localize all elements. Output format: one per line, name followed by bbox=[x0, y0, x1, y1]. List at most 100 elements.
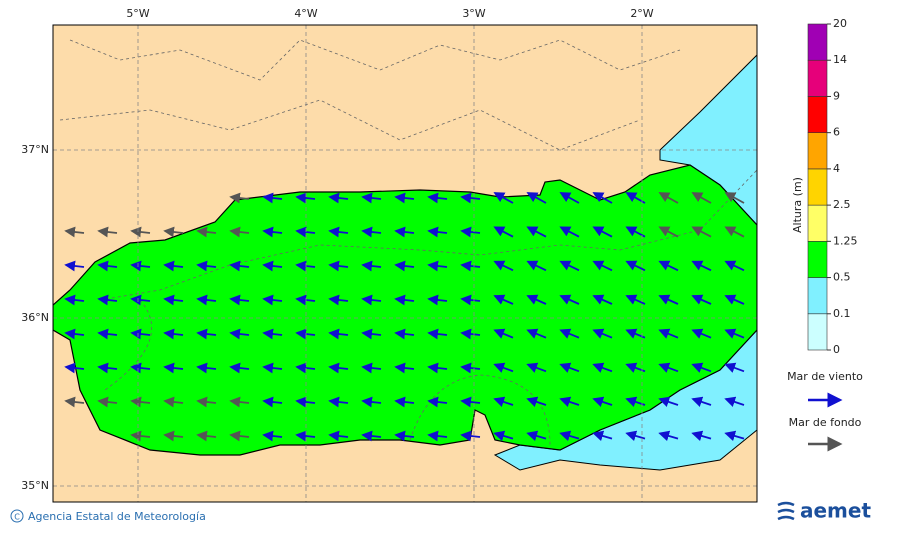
legend-label: Mar de viento bbox=[787, 370, 863, 383]
wave-arrow bbox=[262, 226, 283, 238]
wave-arrow bbox=[130, 396, 151, 408]
axis-labels: 5°W 4°W 3°W 2°W 37°N 36°N 35°N bbox=[21, 7, 654, 492]
wave-arrow bbox=[394, 328, 415, 340]
copyright-icon bbox=[10, 509, 24, 523]
wave-arrow bbox=[460, 396, 481, 408]
wave-arrow bbox=[724, 260, 745, 272]
wave-arrow bbox=[559, 430, 580, 442]
lat-label: 35°N bbox=[21, 479, 49, 492]
wave-arrow bbox=[460, 362, 481, 374]
lat-label: 36°N bbox=[21, 311, 49, 324]
wave-arrow bbox=[394, 226, 415, 238]
wave-arrow bbox=[64, 362, 85, 374]
lon-label: 2°W bbox=[630, 7, 653, 20]
wave-arrow bbox=[691, 260, 712, 272]
wave-arrow bbox=[592, 430, 613, 442]
wave-arrow bbox=[493, 192, 514, 204]
wave-arrow bbox=[262, 294, 283, 306]
wave-arrow bbox=[196, 294, 217, 306]
wave-arrow bbox=[658, 226, 679, 238]
wave-arrow bbox=[427, 430, 448, 442]
logo-icon bbox=[777, 501, 795, 521]
wave-arrow bbox=[493, 430, 514, 442]
wave-arrow bbox=[592, 192, 613, 204]
wave-arrow bbox=[724, 362, 745, 373]
wave-arrow bbox=[295, 396, 316, 408]
legend-label: Mar de fondo bbox=[789, 416, 862, 429]
wave-arrow bbox=[394, 430, 415, 442]
wave-arrow bbox=[559, 260, 580, 272]
wave-arrow bbox=[328, 192, 349, 204]
colorbar-segment bbox=[807, 23, 828, 61]
wave-arrow bbox=[229, 430, 250, 442]
wave-arrow bbox=[328, 294, 349, 306]
wave-arrow bbox=[163, 430, 184, 442]
wave-arrow bbox=[229, 192, 250, 204]
wave-arrow bbox=[724, 430, 745, 442]
wave-arrow bbox=[196, 362, 217, 374]
lon-label: 3°W bbox=[462, 7, 485, 20]
wave-arrow bbox=[361, 226, 382, 238]
wave-arrow bbox=[130, 362, 151, 374]
wave-arrow bbox=[394, 396, 415, 408]
wave-arrow bbox=[262, 260, 283, 272]
wave-arrow bbox=[196, 226, 217, 238]
wave-arrow bbox=[526, 396, 547, 407]
wave-arrow bbox=[691, 226, 712, 238]
wave-arrow bbox=[361, 430, 382, 442]
wave-arrow bbox=[427, 396, 448, 408]
wave-arrow bbox=[493, 362, 514, 373]
wave-arrow bbox=[460, 226, 481, 238]
colorbar-segment bbox=[807, 241, 828, 278]
wave-arrow bbox=[493, 226, 514, 238]
colorbar-label: 0 bbox=[833, 343, 840, 356]
wave-arrow bbox=[361, 192, 382, 204]
wave-arrow bbox=[658, 396, 679, 407]
wave-arrow bbox=[526, 226, 547, 238]
wave-arrow bbox=[493, 328, 514, 339]
wave-arrow bbox=[658, 362, 679, 373]
lon-label: 5°W bbox=[126, 7, 149, 20]
wave-arrow bbox=[394, 192, 415, 204]
colorbar-label: 4 bbox=[833, 162, 840, 175]
wave-arrow bbox=[493, 396, 514, 407]
wave-arrow bbox=[262, 396, 283, 408]
wave-arrow bbox=[658, 294, 679, 305]
wave-arrow bbox=[229, 226, 250, 238]
colorbar-label: 6 bbox=[833, 126, 840, 139]
wave-arrow bbox=[724, 328, 745, 339]
wave-arrow bbox=[97, 362, 118, 374]
wave-arrow bbox=[64, 396, 85, 408]
wave-arrow bbox=[229, 396, 250, 408]
colorbar-label: 0.5 bbox=[833, 271, 851, 284]
wave-arrow bbox=[229, 362, 250, 374]
wave-arrow bbox=[691, 430, 712, 442]
wave-arrow bbox=[460, 294, 481, 306]
border bbox=[59, 99, 641, 151]
wave-arrow bbox=[559, 294, 580, 305]
colorbar-segment bbox=[807, 132, 828, 170]
arrows bbox=[64, 192, 745, 442]
wave-arrow bbox=[328, 226, 349, 238]
wave-arrow bbox=[526, 260, 547, 272]
wave-arrow bbox=[592, 226, 613, 238]
wave-arrow bbox=[526, 362, 547, 373]
wave-arrow bbox=[592, 396, 613, 407]
wave-arrow bbox=[361, 260, 382, 272]
wave-arrow bbox=[691, 192, 712, 204]
wave-arrow bbox=[427, 328, 448, 340]
wave-arrow bbox=[130, 430, 151, 442]
colorbar-title: Altura (m) bbox=[791, 177, 804, 233]
wave-arrow bbox=[295, 192, 316, 204]
wave-arrow bbox=[328, 260, 349, 272]
wave-arrow bbox=[592, 328, 613, 339]
colorbar-segment bbox=[807, 277, 828, 315]
wave-arrow bbox=[361, 328, 382, 340]
wave-arrow bbox=[460, 260, 481, 272]
wave-arrow bbox=[97, 226, 118, 238]
wave-arrow bbox=[394, 362, 415, 374]
wave-arrow bbox=[526, 328, 547, 339]
wave-arrow bbox=[196, 260, 217, 272]
